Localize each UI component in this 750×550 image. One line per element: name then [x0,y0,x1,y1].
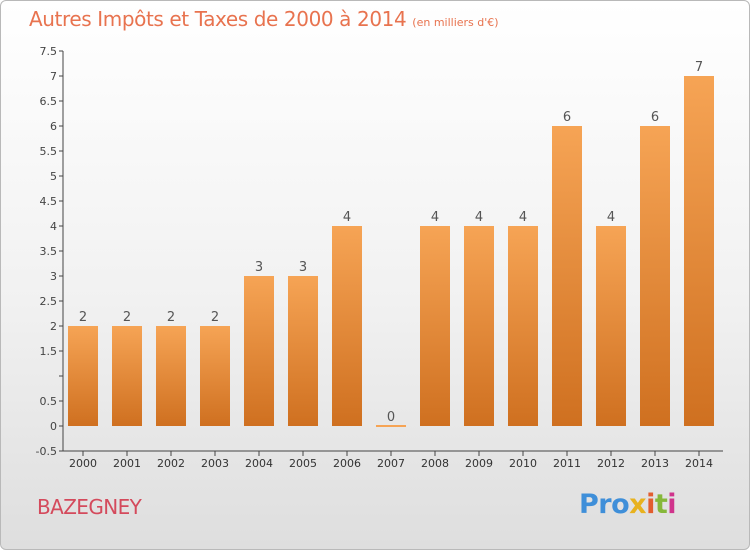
y-tick-label: 0.5 [40,395,58,408]
data-label: 6 [651,110,659,125]
bar [376,425,406,427]
x-tick-label: 2004 [245,457,273,470]
data-label: 3 [299,260,307,275]
y-tick-label: 5 [50,170,57,183]
data-label: 0 [387,410,395,425]
x-tick-label: 2009 [465,457,493,470]
bar [640,126,670,426]
x-tick-label: 2003 [201,457,229,470]
bar [684,76,714,426]
x-tick-label: 2010 [509,457,537,470]
data-label: 4 [431,210,439,225]
x-tick-label: 2000 [69,457,97,470]
data-label: 2 [211,310,219,325]
bar [68,326,98,426]
y-tick-label: 7.5 [40,45,58,58]
bar [552,126,582,426]
y-tick-label: 3 [50,270,57,283]
x-tick-label: 2001 [113,457,141,470]
x-tick-label: 2007 [377,457,405,470]
data-label: 2 [123,310,131,325]
y-tick-label: 4 [50,220,57,233]
commune-name: BAZEGNEY [37,495,142,519]
y-tick-label: 4.5 [40,195,58,208]
logo-part: t [654,489,668,520]
data-label: 4 [475,210,483,225]
y-tick-label: 6.5 [40,95,58,108]
logo-part: Pro [579,489,630,520]
data-label: 3 [255,260,263,275]
y-tick-label: 1.5 [40,345,58,358]
logo-part: x [629,489,647,520]
data-label: 7 [695,60,703,75]
y-tick-label: 7 [50,70,57,83]
bar [332,226,362,426]
data-label: 6 [563,110,571,125]
y-tick-label: 6 [50,120,57,133]
y-tick-label: 5.5 [40,145,58,158]
data-label: 2 [167,310,175,325]
y-tick-label: 2 [50,320,57,333]
y-tick-label: 3.5 [40,245,58,258]
chart-unit-label: (en milliers d'€) [412,16,499,29]
bar [288,276,318,426]
y-tick-label: 0 [50,420,57,433]
bar [464,226,494,426]
logo-part: i [667,489,677,520]
x-tick-label: 2012 [597,457,625,470]
x-tick-label: 2014 [685,457,713,470]
bar [156,326,186,426]
x-tick-label: 2011 [553,457,581,470]
x-tick-label: 2008 [421,457,449,470]
bar [244,276,274,426]
logo-part: i [646,489,655,520]
data-label: 4 [343,210,351,225]
y-tick-label: -0.5 [36,445,57,458]
bar [508,226,538,426]
bar [596,226,626,426]
bar [200,326,230,426]
bar [420,226,450,426]
chart-title-text: Autres Impôts et Taxes de 2000 à 2014 [29,7,407,31]
x-tick-label: 2006 [333,457,361,470]
x-tick-label: 2013 [641,457,669,470]
bar [112,326,142,426]
proxiti-logo: Proxiti [579,489,677,520]
x-tick-label: 2005 [289,457,317,470]
x-tick-label: 2002 [157,457,185,470]
data-label: 4 [607,210,615,225]
data-label: 2 [79,310,87,325]
chart-title: Autres Impôts et Taxes de 2000 à 2014 (en… [29,7,499,31]
y-tick-label: 2.5 [40,295,58,308]
data-label: 4 [519,210,527,225]
